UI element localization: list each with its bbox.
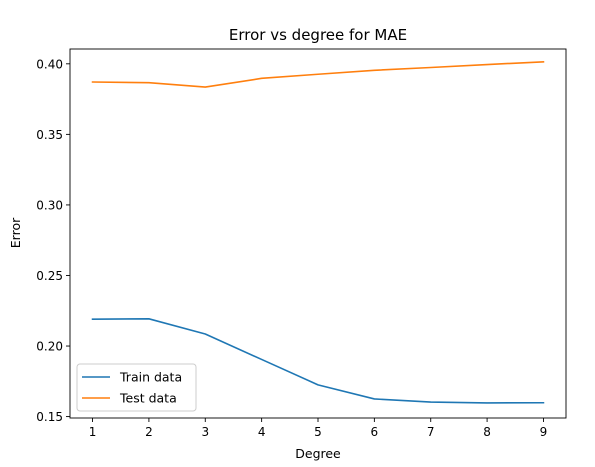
data-point-train-data-1	[91, 318, 94, 321]
legend-label-train: Train data	[119, 370, 182, 385]
data-point-test-data-1	[91, 81, 94, 84]
data-point-test-data-5	[317, 73, 320, 76]
x-axis: 1 2 3 4 5 6 7 8 9	[89, 418, 548, 439]
data-point-train-data-9	[542, 401, 545, 404]
data-point-test-data-8	[486, 63, 489, 66]
data-point-test-data-3	[204, 86, 207, 89]
y-axis: 0.15 0.20 0.25 0.30 0.35 0.40	[36, 57, 70, 424]
chart-title: Error vs degree for MAE	[229, 26, 407, 44]
data-point-train-data-4	[260, 358, 263, 361]
x-tick-label-2: 2	[145, 425, 153, 439]
x-tick-label-6: 6	[371, 425, 379, 439]
series-line-test-data	[91, 61, 545, 88]
x-axis-label: Degree	[295, 446, 341, 461]
y-tick-label-2: 0.25	[36, 269, 63, 283]
data-point-test-data-6	[373, 69, 376, 72]
data-point-test-data-2	[147, 81, 150, 84]
data-point-train-data-3	[204, 333, 207, 336]
data-point-test-data-9	[542, 60, 545, 63]
data-point-train-data-6	[373, 397, 376, 400]
legend-box	[76, 363, 197, 412]
x-tick-label-9: 9	[540, 425, 548, 439]
legend-label-test: Test data	[119, 391, 177, 406]
data-point-train-data-2	[147, 317, 150, 320]
x-tick-label-8: 8	[483, 425, 491, 439]
data-point-test-data-7	[429, 66, 432, 69]
y-tick-label-5: 0.40	[36, 57, 63, 71]
y-tick-label-4: 0.35	[36, 128, 63, 142]
data-point-train-data-7	[429, 401, 432, 404]
data-point-train-data-8	[486, 401, 489, 404]
y-tick-label-0: 0.15	[36, 410, 63, 424]
data-point-train-data-5	[317, 383, 320, 386]
data-point-test-data-4	[260, 77, 263, 80]
series-line-train-data	[91, 317, 545, 404]
x-tick-label-4: 4	[258, 425, 266, 439]
x-tick-label-7: 7	[427, 425, 435, 439]
legend: Train data Test data	[76, 363, 197, 412]
x-tick-label-1: 1	[89, 425, 97, 439]
series-layer	[91, 60, 545, 404]
y-tick-label-3: 0.30	[36, 198, 63, 212]
plot-area	[70, 49, 566, 418]
x-tick-label-3: 3	[201, 425, 209, 439]
x-tick-label-5: 5	[314, 425, 322, 439]
y-axis-label: Error	[8, 217, 23, 248]
y-tick-label-1: 0.20	[36, 340, 63, 354]
